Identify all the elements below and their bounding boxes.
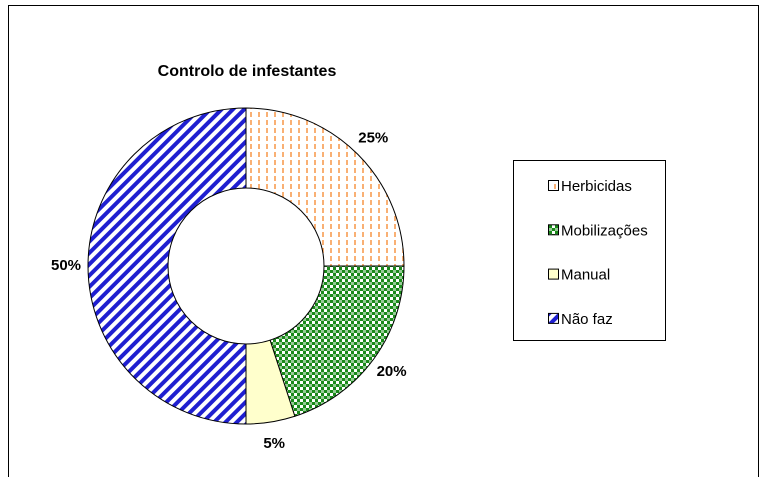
donut-slice: [269, 265, 405, 417]
legend-box: [513, 160, 666, 341]
data-label: 5%: [263, 435, 285, 452]
legend-label: Não faz: [561, 311, 613, 328]
chart-title: Controlo de infestantes: [158, 63, 337, 80]
legend-swatch: [548, 224, 559, 236]
data-label: 20%: [377, 363, 407, 380]
donut-slice: [87, 107, 247, 425]
legend-swatch: [548, 312, 559, 324]
legend-label: Herbicidas: [561, 178, 632, 195]
data-label: 25%: [358, 130, 388, 147]
legend-label: Manual: [561, 267, 610, 284]
legend-label: Mobilizações: [561, 222, 648, 239]
legend-swatch: [548, 180, 559, 191]
data-label: 50%: [51, 257, 81, 274]
legend-swatch: [548, 268, 559, 280]
donut-slice: [245, 107, 405, 267]
